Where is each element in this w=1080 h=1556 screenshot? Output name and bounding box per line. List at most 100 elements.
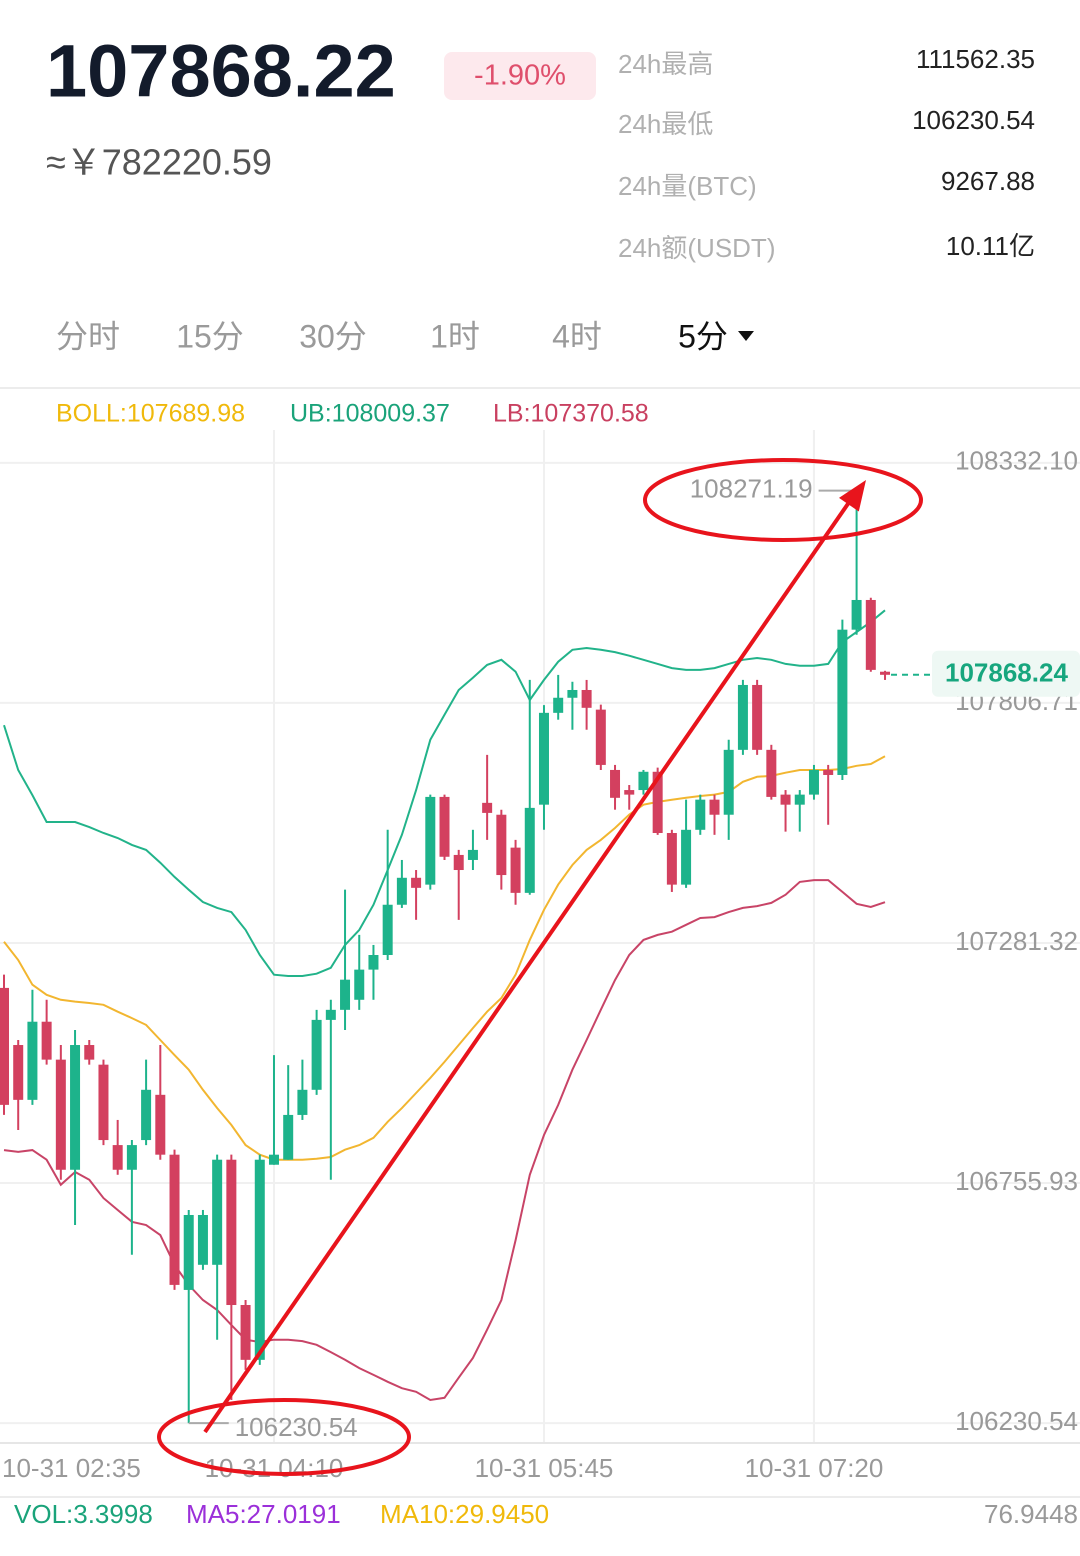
arrow-head xyxy=(839,480,866,512)
dropdown-caret[interactable] xyxy=(738,331,754,341)
candle-body xyxy=(880,671,891,675)
candle-body xyxy=(311,1019,322,1090)
current-price: 107868.24 xyxy=(945,658,1068,688)
stat-value: 9267.88 xyxy=(941,166,1035,196)
stat-label: 24h额(USDT) xyxy=(618,233,775,263)
candle-body xyxy=(41,1021,52,1060)
candle-body xyxy=(283,1114,294,1160)
x-tick-label: 10-31 02:35 xyxy=(2,1453,141,1483)
candle-body xyxy=(808,769,819,795)
candle-body xyxy=(737,684,748,750)
tab[interactable]: 4时 xyxy=(552,318,602,354)
bollinger-line xyxy=(3,755,886,1161)
stat-label: 24h最高 xyxy=(618,49,713,79)
candle-body xyxy=(425,796,436,885)
candle-body xyxy=(70,1045,81,1170)
candle-body xyxy=(98,1064,109,1141)
y-tick-label: 107281.32 xyxy=(955,926,1078,956)
ub-label: UB:108009.37 xyxy=(290,400,450,428)
tab[interactable]: 1时 xyxy=(430,318,480,354)
candle-body xyxy=(396,877,407,905)
x-tick-label: 10-31 04:10 xyxy=(205,1453,344,1483)
candle-body xyxy=(126,1145,137,1170)
candle-body xyxy=(226,1159,237,1306)
candle-body xyxy=(411,877,422,888)
candle-body xyxy=(766,749,777,797)
trend-arrow xyxy=(203,496,854,1434)
price-box xyxy=(932,650,1080,697)
candle-body xyxy=(254,1159,265,1360)
candle-body xyxy=(723,749,734,815)
candle-body xyxy=(467,849,478,860)
candle-body xyxy=(268,1154,279,1165)
candle-body xyxy=(27,1021,38,1100)
candle-body xyxy=(297,1089,308,1115)
candle-body xyxy=(851,599,862,630)
stat-label: 24h最低 xyxy=(618,109,713,139)
cny-price: ≈￥782220.59 xyxy=(46,142,272,183)
annotation xyxy=(157,458,923,1476)
stat-label: 24h量(BTC) xyxy=(618,171,757,201)
candle-body xyxy=(666,833,677,885)
candle-body xyxy=(794,794,805,805)
candle-body xyxy=(865,599,876,670)
tab[interactable]: 分时 xyxy=(56,318,120,354)
boll-label: BOLL:107689.98 xyxy=(56,400,245,428)
candle-body xyxy=(538,712,549,805)
last-price: 107868.22 xyxy=(46,30,396,113)
vol-label: VOL:3.3998 xyxy=(14,1499,153,1529)
change-pill xyxy=(444,52,596,100)
candle-body xyxy=(610,769,621,798)
tab[interactable]: 15分 xyxy=(176,318,244,354)
candle-body xyxy=(84,1045,95,1060)
candle-body xyxy=(183,1214,194,1290)
tab[interactable]: 30分 xyxy=(299,318,367,354)
candle-body xyxy=(681,829,692,885)
highlight-ellipse xyxy=(643,458,923,542)
candle-body xyxy=(155,1094,166,1155)
plot: 108332.10107806.71107281.32106755.931062… xyxy=(0,430,1080,1483)
ma5-label: MA5:27.0191 xyxy=(186,1499,341,1529)
candle-body xyxy=(638,771,649,791)
candle-body xyxy=(482,802,493,813)
candle-body xyxy=(325,1009,336,1020)
candle-body xyxy=(510,847,521,893)
candle-body xyxy=(695,799,706,830)
candle-body xyxy=(780,794,791,805)
candle-body xyxy=(709,799,720,815)
candle-body xyxy=(624,790,635,795)
candle-body xyxy=(112,1145,123,1170)
change-percent: -1.90% xyxy=(474,60,566,92)
candle-body xyxy=(55,1059,66,1170)
lb-label: LB:107370.58 xyxy=(493,400,649,428)
candle-body xyxy=(340,979,351,1010)
candle-body xyxy=(823,769,834,775)
candle-body xyxy=(368,955,379,970)
candle-body xyxy=(553,697,564,713)
stat-value: 106230.54 xyxy=(912,105,1035,135)
candle-body xyxy=(581,689,592,708)
candle-body xyxy=(169,1154,180,1285)
tab-active[interactable]: 5分 xyxy=(678,318,728,354)
candle-body xyxy=(652,771,663,834)
ma10-label: MA10:29.9450 xyxy=(380,1499,549,1529)
candle-body xyxy=(752,684,763,750)
candle-body xyxy=(354,969,365,1000)
candle-body xyxy=(837,629,848,775)
candle-body xyxy=(567,689,578,698)
y-tick-label: 106755.93 xyxy=(955,1166,1078,1196)
candle-body xyxy=(197,1214,208,1265)
min-label: 106230.54 xyxy=(235,1412,358,1442)
x-tick-label: 10-31 05:45 xyxy=(475,1453,614,1483)
max-label: 108271.19 xyxy=(690,474,813,504)
bollinger-line xyxy=(3,879,886,1402)
y-tick-label: 108332.10 xyxy=(955,446,1078,476)
candle-body xyxy=(595,709,606,765)
stat-value: 10.11亿 xyxy=(946,231,1035,261)
candle-body xyxy=(382,904,393,956)
candle-body xyxy=(141,1089,152,1141)
x-tick-label: 10-31 07:20 xyxy=(745,1453,884,1483)
stat-value: 111562.35 xyxy=(916,44,1035,74)
